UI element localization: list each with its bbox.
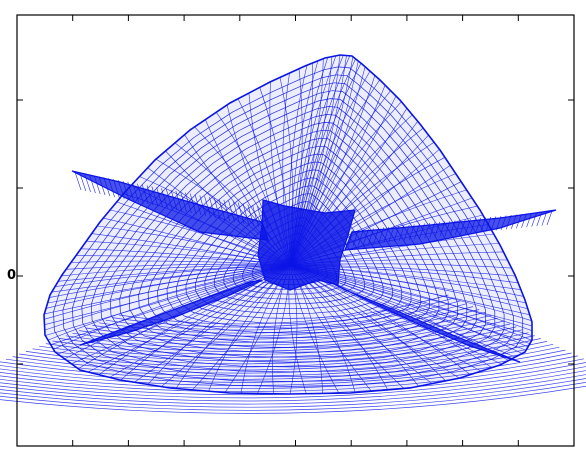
star-arm-lower-right [329, 281, 521, 363]
star-arm-right [344, 209, 557, 251]
star-arm-lower-left [79, 279, 263, 346]
four-armed-star-mesh-surface [71, 170, 557, 363]
star-center [257, 199, 356, 291]
axis-ticks [17, 15, 574, 446]
star-wireframe [74, 171, 553, 247]
surface-lower-rim [0, 294, 586, 414]
y-tick-label-zero: 0 [7, 268, 17, 283]
